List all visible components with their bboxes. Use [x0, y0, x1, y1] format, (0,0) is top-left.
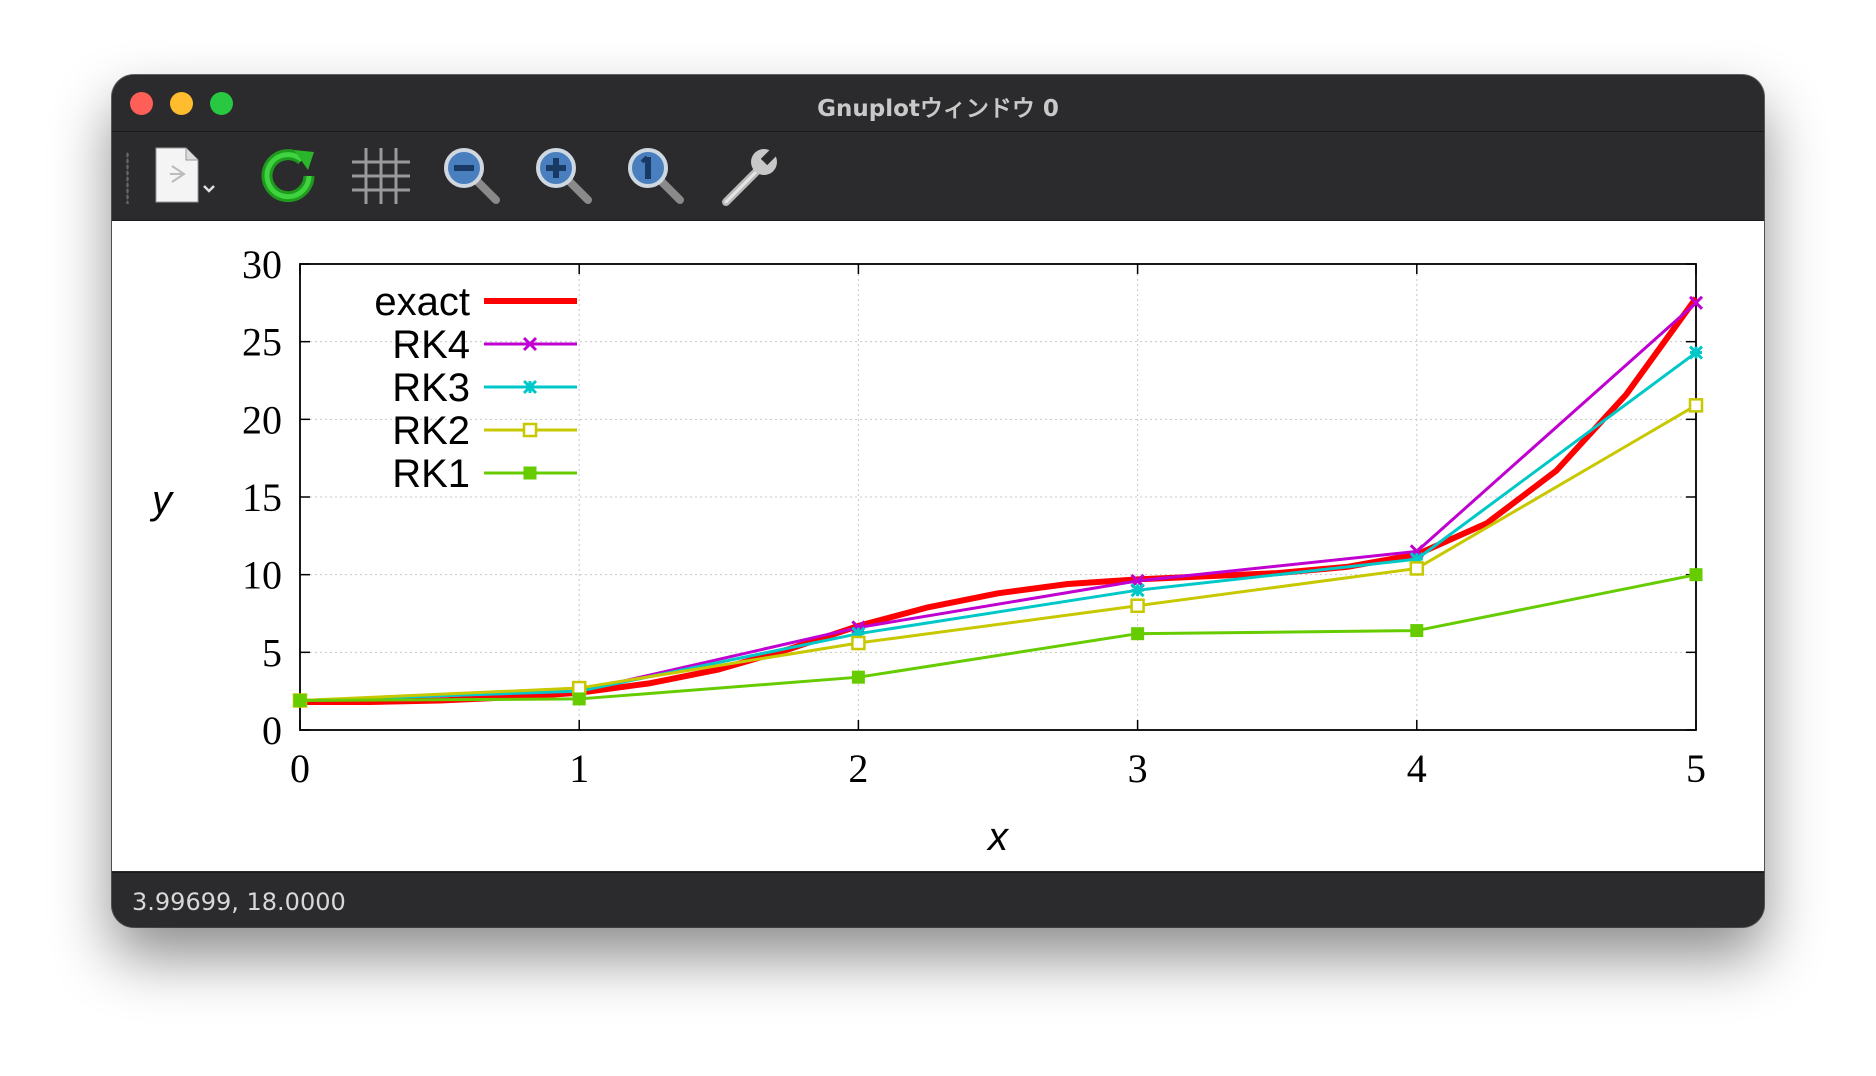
- legend-marker-rk2: [522, 422, 538, 438]
- data-point-rk1: [1131, 627, 1145, 641]
- data-point-rk1: [851, 670, 865, 684]
- toolbar-grip[interactable]: [126, 152, 129, 204]
- y-tick-label: 25: [242, 320, 282, 365]
- zoom-out-icon[interactable]: [438, 142, 508, 210]
- y-tick-label: 5: [262, 630, 282, 675]
- x-tick-label: 5: [1686, 746, 1706, 791]
- series-line-rk4: [299, 301, 1697, 702]
- close-window-button[interactable]: [130, 92, 153, 115]
- minimize-window-button[interactable]: [170, 92, 193, 115]
- legend-marker-rk4: [522, 336, 538, 352]
- zoom-reset-icon[interactable]: [622, 142, 692, 210]
- y-tick-label: 15: [242, 475, 282, 520]
- grid-icon[interactable]: [346, 142, 416, 210]
- zoom-in-icon[interactable]: [530, 142, 600, 210]
- data-point-rk2: [851, 635, 866, 651]
- data-point-rk2: [571, 680, 587, 696]
- series-line-rk3: [299, 351, 1697, 702]
- y-axis-label: y: [149, 478, 175, 522]
- title-bar: Gnuplotウィンドウ 0: [112, 75, 1764, 132]
- data-point-rk2: [1688, 398, 1704, 413]
- data-point-rk2: [1130, 598, 1145, 613]
- series-line-exact: [300, 296, 1699, 706]
- legend-label-rk4: RK4: [392, 323, 470, 367]
- x-tick-label: 4: [1407, 746, 1427, 791]
- maximize-window-button[interactable]: [210, 92, 233, 115]
- data-point-rk1: [293, 693, 307, 707]
- cursor-coordinates: 3.99699, 18.0000: [132, 888, 346, 916]
- series-line-rk2: [299, 404, 1697, 702]
- data-point-rk1: [1410, 624, 1424, 638]
- gnuplot-window: Gnuplotウィンドウ 0: [112, 75, 1764, 927]
- y-tick-label: 30: [242, 242, 282, 287]
- toolbar: [112, 132, 1764, 221]
- x-tick-label: 2: [848, 746, 868, 791]
- legend-label-rk3: RK3: [392, 366, 470, 410]
- x-tick-label: 1: [569, 746, 589, 791]
- legend-label-exact: exact: [374, 280, 470, 324]
- legend-marker-rk1: [523, 466, 537, 480]
- y-tick-label: 20: [242, 397, 282, 442]
- legend-label-rk1: RK1: [392, 452, 470, 496]
- replot-refresh-icon[interactable]: [254, 142, 324, 210]
- y-tick-label: 0: [262, 708, 282, 753]
- legend-label-rk2: RK2: [392, 409, 470, 453]
- export-document-icon[interactable]: [150, 142, 220, 210]
- x-axis-label: x: [986, 815, 1010, 859]
- data-point-rk1: [572, 692, 586, 706]
- plot-frame: [299, 263, 1697, 731]
- window-title: Gnuplotウィンドウ 0: [817, 96, 1059, 122]
- y-tick-label: 10: [242, 553, 282, 598]
- data-point-rk1: [1689, 568, 1703, 582]
- settings-wrench-icon[interactable]: [714, 142, 784, 210]
- data-point-rk4: [1688, 295, 1704, 310]
- x-tick-label: 3: [1128, 746, 1148, 791]
- status-bar: 3.99699, 18.0000: [112, 872, 1764, 927]
- x-tick-label: 0: [290, 746, 310, 791]
- data-point-rk2: [1409, 561, 1425, 576]
- plot-area[interactable]: 0 1 2 3 4 5 0 5 10 15 20 25 30 x y exact RK4 RK3 RK2 RK1: [112, 221, 1764, 871]
- series-line-rk1: [299, 573, 1697, 702]
